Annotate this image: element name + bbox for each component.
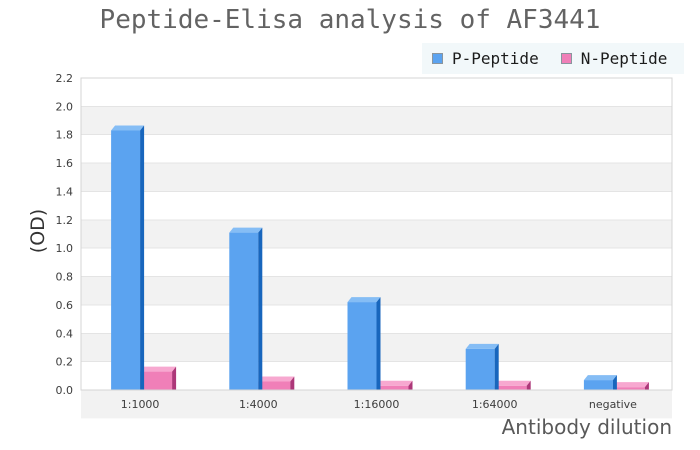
y-tick-label: 1.4 [56,185,74,198]
bar-n-peptide-negative-face [612,387,645,390]
bar-n-peptide-1-4000-face [258,381,291,390]
bar-p-peptide-1-1000-face [111,130,141,391]
bar-n-peptide-negative-top [612,382,649,388]
bar-n-peptide-1-16000-face [376,385,409,390]
grid-band [81,106,672,135]
bar-n-peptide-1-64000-face [494,385,527,390]
y-tick-label: 1.8 [56,129,74,142]
legend-label: N-Peptide [580,49,668,68]
x-axis-title: Antibody dilution [501,415,672,439]
y-tick-label: 0.4 [56,327,74,340]
x-tick-label: 1:16000 [354,398,400,411]
legend-swatch-p-peptide [432,53,443,64]
legend: P-Peptide N-Peptide [422,43,684,74]
y-tick-label: 1.0 [56,242,74,255]
plot-border [80,77,673,391]
y-tick-label: 0.6 [56,299,74,312]
bar-p-peptide-1-4000-top [229,227,263,233]
legend-item-p-peptide: P-Peptide [432,49,539,68]
bar-n-peptide-1-64000-top [494,380,531,386]
y-tick-label: 2.2 [56,72,74,85]
y-tick-label: 0.2 [56,356,74,369]
y-tick-label: 2.0 [56,100,74,113]
bar-p-peptide-1-16000-top [347,297,381,303]
grid-band [81,219,672,249]
bar-n-peptide-negative-side [644,382,649,390]
bar-n-peptide-1-1000-top [140,366,177,372]
y-tick-label: 0.8 [56,271,74,284]
bar-p-peptide-negative-face [583,380,613,390]
bar-p-peptide-1-64000-top [465,343,499,349]
bar-n-peptide-1-1000-face [140,371,173,390]
bar-p-peptide-negative-side [612,375,617,390]
bar-p-peptide-1-64000-face [465,348,495,390]
bar-p-peptide-1-4000-side [258,227,263,390]
chart-title: Peptide-Elisa analysis of AF3441 [99,5,601,35]
grid-band [81,163,672,192]
y-tick-label: 1.2 [56,214,74,227]
bar-n-peptide-1-1000-side [172,366,177,390]
y-tick-label: 0.0 [56,384,74,397]
y-tick-label: 1.6 [56,157,74,170]
x-tick-label: 1:1000 [121,398,160,411]
bar-n-peptide-1-64000-side [526,380,531,390]
y-axis-title: (OD) [27,208,49,254]
x-tick-label: negative [589,398,637,411]
bar-n-peptide-1-16000-top [376,380,413,386]
x-tick-label: 1:64000 [472,398,518,411]
bar-p-peptide-negative-top [583,375,617,381]
legend-swatch-n-peptide [560,53,572,64]
bar-p-peptide-1-16000-side [376,297,381,390]
legend-item-n-peptide: N-Peptide [560,49,668,68]
bar-n-peptide-1-16000-side [408,380,413,390]
bar-n-peptide-1-4000-side [290,376,295,390]
bar-n-peptide-1-4000-top [258,376,295,382]
bar-p-peptide-1-1000-top [111,125,145,131]
x-tick-label: 1:4000 [239,398,278,411]
legend-label: P-Peptide [452,49,539,68]
bar-p-peptide-1-4000-face [229,232,259,390]
bar-p-peptide-1-64000-side [494,343,499,390]
grid-band [81,390,672,419]
bar-p-peptide-1-16000-face [347,302,377,390]
bar-p-peptide-1-1000-side [140,125,145,391]
